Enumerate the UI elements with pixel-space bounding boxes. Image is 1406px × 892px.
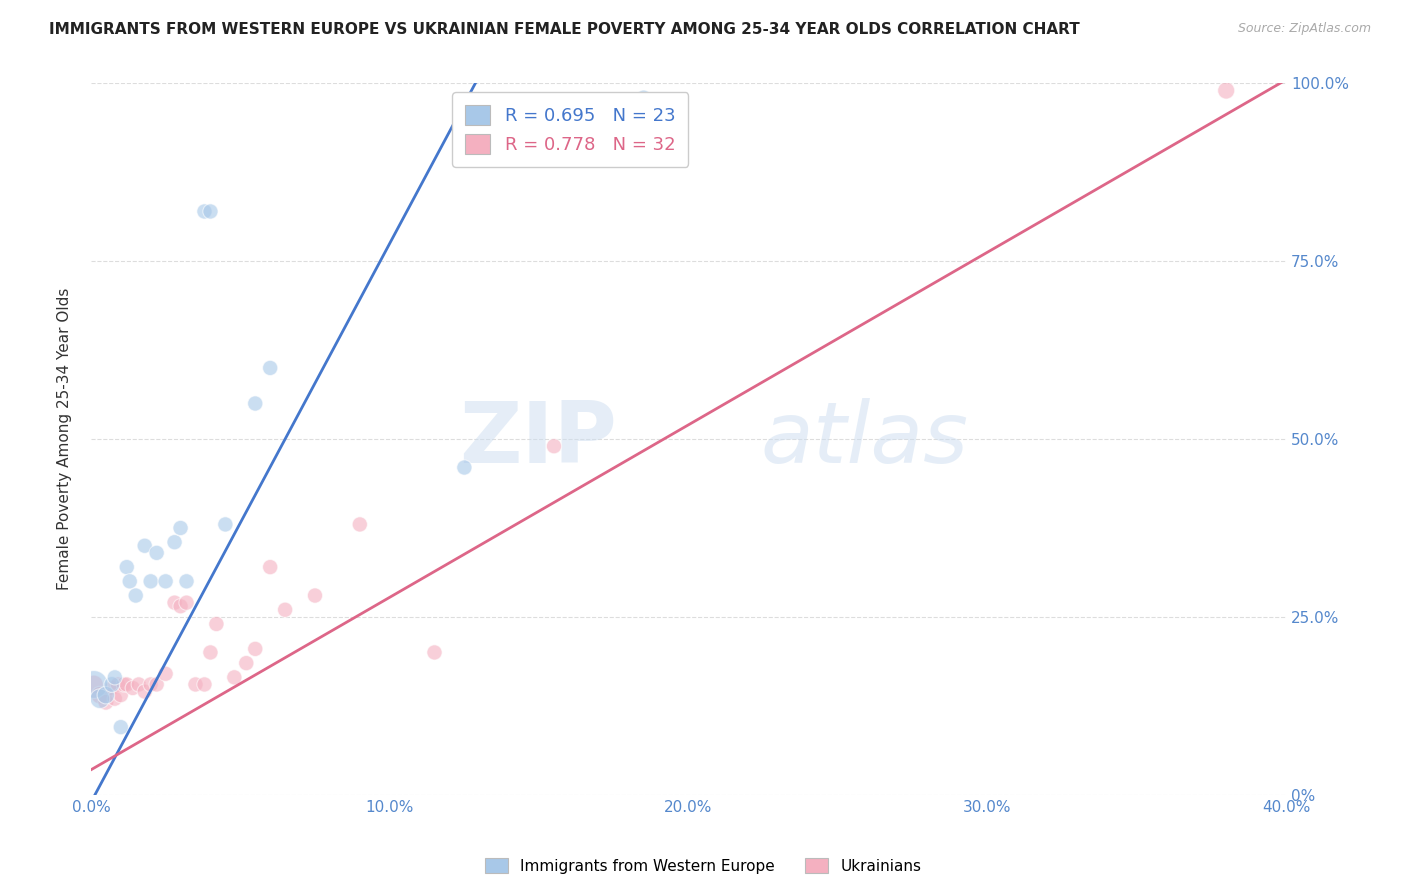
- Point: [125, 589, 148, 603]
- Point: [193, 204, 215, 219]
- Point: [274, 603, 297, 617]
- Point: [349, 517, 371, 532]
- Point: [104, 670, 127, 684]
- Point: [453, 460, 475, 475]
- Point: [145, 546, 167, 560]
- Point: [101, 681, 124, 695]
- Point: [259, 560, 281, 574]
- Text: atlas: atlas: [761, 398, 969, 481]
- Point: [304, 589, 326, 603]
- Point: [155, 666, 177, 681]
- Point: [118, 574, 141, 589]
- Point: [94, 688, 117, 702]
- Point: [224, 670, 246, 684]
- Point: [245, 641, 267, 656]
- Point: [169, 521, 191, 535]
- Point: [169, 599, 191, 614]
- Point: [134, 539, 156, 553]
- Point: [89, 688, 111, 702]
- Point: [145, 677, 167, 691]
- Y-axis label: Female Poverty Among 25-34 Year Olds: Female Poverty Among 25-34 Year Olds: [58, 288, 72, 591]
- Point: [200, 645, 222, 659]
- Point: [214, 517, 236, 532]
- Point: [200, 204, 222, 219]
- Point: [184, 677, 207, 691]
- Point: [235, 656, 257, 670]
- Point: [101, 677, 124, 691]
- Point: [115, 560, 138, 574]
- Point: [1215, 84, 1237, 98]
- Point: [115, 677, 138, 691]
- Point: [245, 396, 267, 410]
- Point: [633, 90, 655, 104]
- Point: [112, 677, 135, 691]
- Point: [107, 677, 129, 691]
- Point: [83, 677, 105, 691]
- Point: [163, 535, 186, 549]
- Text: Source: ZipAtlas.com: Source: ZipAtlas.com: [1237, 22, 1371, 36]
- Point: [205, 617, 228, 632]
- Point: [110, 688, 132, 702]
- Point: [134, 684, 156, 698]
- Point: [139, 677, 162, 691]
- Text: IMMIGRANTS FROM WESTERN EUROPE VS UKRAINIAN FEMALE POVERTY AMONG 25-34 YEAR OLDS: IMMIGRANTS FROM WESTERN EUROPE VS UKRAIN…: [49, 22, 1080, 37]
- Point: [83, 677, 105, 691]
- Point: [176, 596, 198, 610]
- Point: [139, 574, 162, 589]
- Point: [176, 574, 198, 589]
- Point: [121, 681, 143, 695]
- Point: [193, 677, 215, 691]
- Point: [163, 596, 186, 610]
- Legend: R = 0.695   N = 23, R = 0.778   N = 32: R = 0.695 N = 23, R = 0.778 N = 32: [453, 93, 688, 167]
- Point: [89, 691, 111, 706]
- Point: [259, 360, 281, 375]
- Point: [104, 691, 127, 706]
- Point: [128, 677, 150, 691]
- Legend: Immigrants from Western Europe, Ukrainians: Immigrants from Western Europe, Ukrainia…: [478, 852, 928, 880]
- Point: [94, 695, 117, 709]
- Point: [155, 574, 177, 589]
- Point: [543, 439, 565, 453]
- Point: [423, 645, 446, 659]
- Point: [110, 720, 132, 734]
- Text: ZIP: ZIP: [458, 398, 617, 481]
